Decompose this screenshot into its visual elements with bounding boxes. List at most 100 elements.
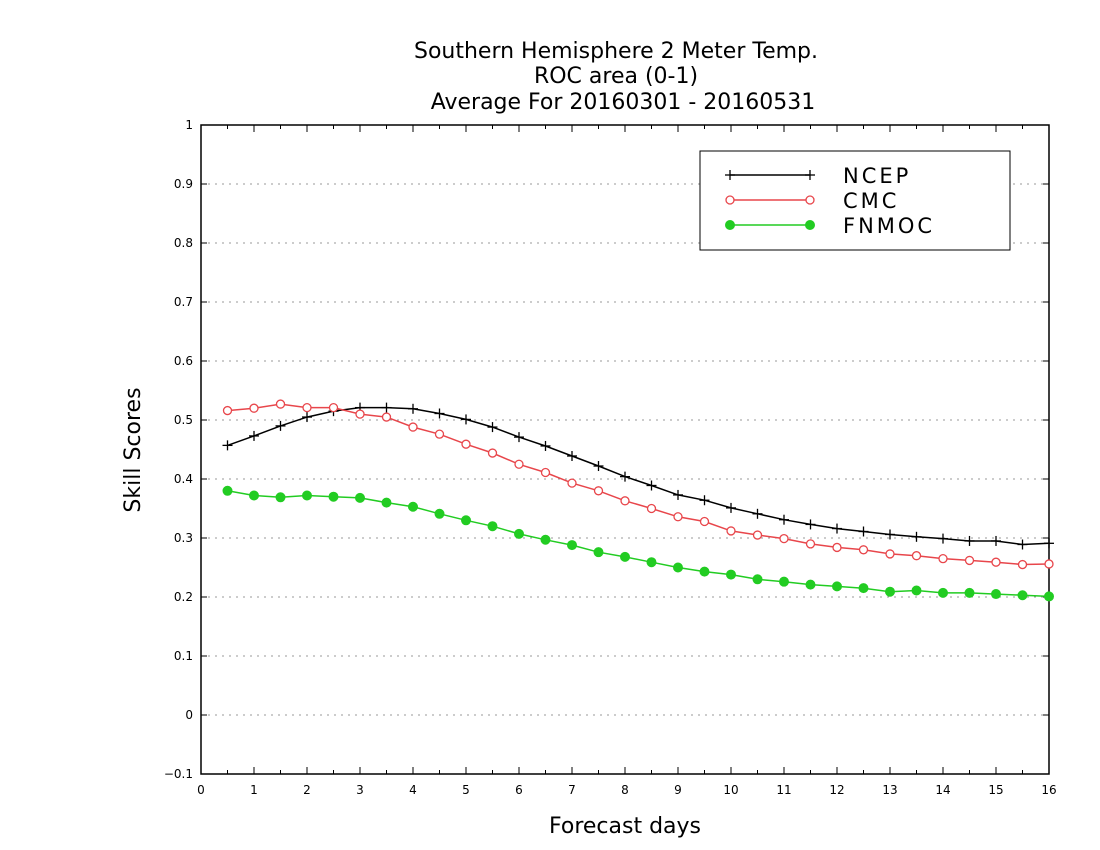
x-tick-label-12: 12 (829, 783, 844, 797)
point-cmc-14 (593, 486, 604, 496)
point-ncep-2 (275, 420, 286, 431)
point-ncep-7 (408, 403, 418, 414)
x-tick-label-3: 3 (356, 783, 364, 797)
point-fnmoc-3 (302, 490, 312, 501)
point-fnmoc-11 (514, 528, 524, 539)
series-ncep (222, 402, 1054, 550)
point-ncep-20 (752, 508, 763, 519)
point-fnmoc-1 (249, 490, 259, 501)
point-ncep-24 (858, 526, 869, 537)
y-tick-label-7: 0.6 (174, 354, 193, 368)
point-fnmoc-23 (832, 581, 842, 592)
point-ncep-26 (911, 531, 922, 542)
y-tick-label-0: −0.1 (164, 767, 193, 781)
x-tick-label-5: 5 (462, 783, 470, 797)
point-ncep-23 (832, 523, 842, 534)
x-axis-title: Forecast days (549, 814, 701, 839)
point-ncep-29 (991, 535, 1001, 546)
y-tick-label-9: 0.8 (174, 236, 193, 250)
point-cmc-24 (858, 545, 869, 555)
point-cmc-26 (911, 551, 922, 561)
point-fnmoc-28 (964, 587, 975, 598)
x-tick-label-0: 0 (197, 783, 205, 797)
point-ncep-15 (620, 471, 630, 482)
series-line-cmc (227, 403, 1050, 566)
point-ncep-16 (646, 480, 657, 491)
y-tick-label-8: 0.7 (174, 295, 193, 309)
point-fnmoc-13 (567, 540, 577, 551)
x-axis: 0 1 2 3 4 5 6 7 8 9 10 11 12 13 14 15 16 (197, 125, 1057, 797)
point-cmc-10 (487, 448, 498, 458)
point-fnmoc-26 (911, 585, 922, 596)
point-fnmoc-2 (275, 492, 286, 503)
point-fnmoc-10 (487, 521, 498, 532)
point-cmc-18 (699, 516, 710, 527)
point-cmc-9 (461, 439, 471, 449)
legend-marker-end-cmc (805, 195, 815, 205)
point-cmc-22 (805, 539, 816, 549)
y-axis-title: Skill Scores (121, 387, 146, 512)
x-tick-label-4: 4 (409, 783, 417, 797)
point-cmc-25 (885, 549, 895, 559)
series-line-ncep (227, 406, 1050, 546)
y-tick-label-6: 0.5 (174, 413, 193, 427)
x-tick-label-13: 13 (882, 783, 897, 797)
point-fnmoc-31 (1044, 591, 1054, 602)
legend-item-fnmoc: FNMOC (725, 214, 935, 238)
legend-label-fnmoc: FNMOC (843, 214, 935, 238)
y-tick-label-2: 0.1 (174, 649, 193, 663)
point-fnmoc-19 (726, 569, 736, 580)
x-tick-label-10: 10 (723, 783, 738, 797)
point-cmc-12 (540, 467, 551, 478)
point-ncep-31 (1044, 538, 1054, 549)
point-ncep-21 (779, 514, 789, 525)
point-ncep-3 (302, 412, 312, 423)
point-ncep-17 (673, 489, 683, 500)
point-fnmoc-25 (885, 586, 895, 597)
point-cmc-30 (1017, 559, 1028, 570)
point-ncep-8 (434, 408, 445, 419)
series-cmc (222, 399, 1054, 570)
chart-title-line-1: Southern Hemisphere 2 Meter Temp. (414, 39, 818, 64)
point-cmc-29 (991, 557, 1001, 567)
point-cmc-20 (752, 530, 763, 540)
point-cmc-0 (222, 405, 233, 416)
point-cmc-31 (1044, 559, 1054, 569)
legend-item-ncep: NCEP (725, 164, 908, 188)
point-ncep-6 (381, 402, 392, 413)
legend-label-cmc: CMC (843, 189, 899, 213)
point-fnmoc-27 (938, 587, 948, 598)
point-cmc-3 (302, 402, 312, 413)
y-tick-label-1: 0 (185, 708, 193, 722)
y-tick-label-5: 0.4 (174, 472, 193, 486)
legend-marker-end-fnmoc (805, 220, 815, 230)
series-fnmoc (222, 485, 1054, 602)
x-tick-label-9: 9 (674, 783, 682, 797)
x-tick-label-14: 14 (935, 783, 950, 797)
point-fnmoc-15 (620, 551, 630, 562)
x-tick-label-15: 15 (988, 783, 1003, 797)
point-ncep-11 (514, 432, 524, 443)
y-tick-label-11: 1 (185, 118, 193, 132)
series-group (222, 399, 1054, 602)
point-cmc-1 (249, 403, 259, 413)
legend-item-cmc: CMC (725, 189, 899, 213)
chart-title: Southern Hemisphere 2 Meter Temp. ROC ar… (414, 39, 818, 115)
legend-marker-start-fnmoc (725, 220, 735, 230)
x-tick-label-6: 6 (515, 783, 523, 797)
x-tick-label-2: 2 (303, 783, 311, 797)
point-fnmoc-8 (434, 508, 445, 519)
legend-marker-start-cmc (725, 195, 735, 205)
legend-marker-end-ncep (805, 170, 815, 180)
point-cmc-15 (620, 496, 630, 506)
point-ncep-0 (222, 440, 233, 451)
x-tick-label-1: 1 (250, 783, 258, 797)
point-fnmoc-4 (328, 491, 339, 502)
point-ncep-13 (567, 450, 577, 461)
point-ncep-27 (938, 533, 948, 544)
point-cmc-16 (646, 503, 657, 514)
point-fnmoc-29 (991, 589, 1001, 600)
point-fnmoc-16 (646, 557, 657, 568)
point-ncep-9 (461, 414, 471, 425)
grid (201, 183, 1049, 716)
